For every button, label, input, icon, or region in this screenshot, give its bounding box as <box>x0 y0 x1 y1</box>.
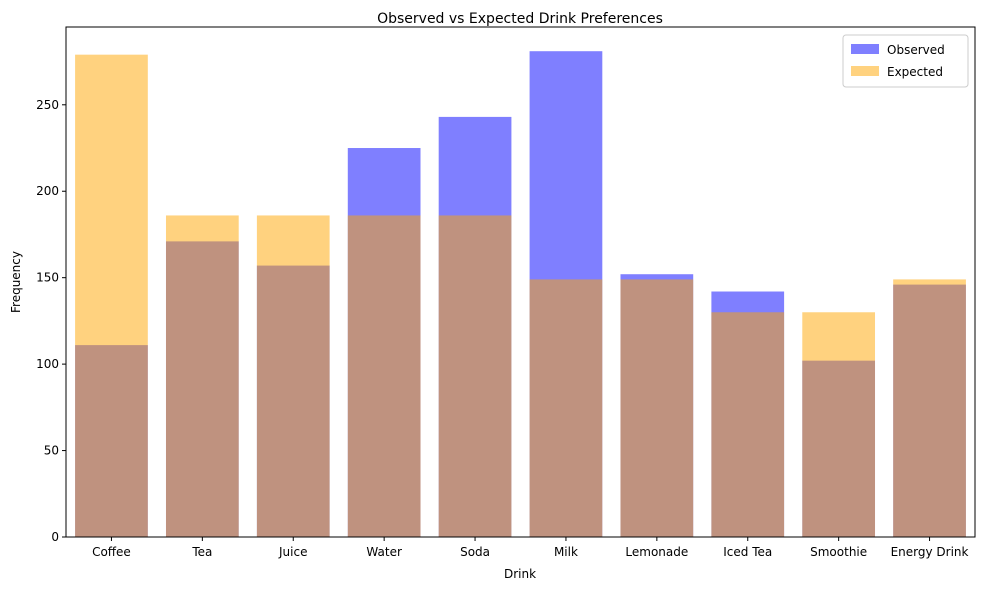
bars-group <box>75 51 966 538</box>
x-tick-label: Energy Drink <box>891 545 969 559</box>
y-axis-label: Frequency <box>9 251 23 313</box>
legend-label-expected: Expected <box>887 65 943 79</box>
bar-expected <box>438 215 512 537</box>
chart-title: Observed vs Expected Drink Preferences <box>377 11 663 27</box>
x-axis: Coffee Tea Juice Water Soda Milk Lemonade Iced … <box>92 537 969 559</box>
x-tick-label: Smoothie <box>810 545 867 559</box>
x-tick-label: Soda <box>460 545 490 559</box>
bar-expected <box>529 279 603 537</box>
legend-swatch-observed <box>851 44 879 54</box>
plot-frame <box>65 26 976 538</box>
x-tick-label: Water <box>366 545 402 559</box>
y-tick-label: 100 <box>36 357 59 371</box>
y-tick-label: 0 <box>51 530 59 544</box>
bar-expected <box>165 215 239 537</box>
bar-expected <box>620 279 694 537</box>
y-tick-label: 200 <box>36 184 59 198</box>
legend: Observed Expected <box>842 34 969 88</box>
x-axis-label: Drink <box>504 567 536 581</box>
x-tick-label: Lemonade <box>625 545 688 559</box>
bar-expected <box>256 215 330 537</box>
x-tick-label: Milk <box>554 545 578 559</box>
y-tick-label: 50 <box>44 444 59 458</box>
x-tick-label: Tea <box>191 545 212 559</box>
legend-label-observed: Observed <box>887 43 945 57</box>
bar-expected <box>711 312 785 537</box>
y-tick-label: 150 <box>36 271 59 285</box>
bar-expected <box>75 54 148 538</box>
y-axis: 0 50 100 150 200 250 <box>36 98 66 544</box>
x-tick-label: Iced Tea <box>723 545 772 559</box>
legend-swatch-expected <box>851 66 879 76</box>
bar-expected <box>802 312 876 537</box>
x-tick-label: Juice <box>278 545 307 559</box>
bar-expected <box>893 279 966 537</box>
y-tick-label: 250 <box>36 98 59 112</box>
bar-expected <box>347 215 421 537</box>
x-tick-label: Coffee <box>92 545 131 559</box>
